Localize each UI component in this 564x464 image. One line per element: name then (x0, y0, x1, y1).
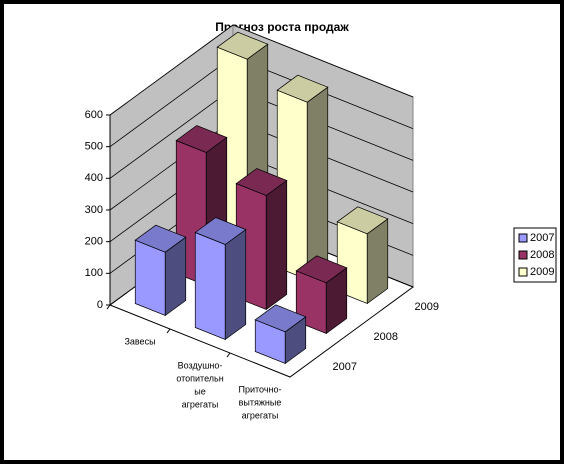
y-tick-label: 400 (85, 172, 103, 184)
y-tick-label: 600 (85, 109, 103, 121)
legend-label: 2009 (530, 266, 554, 278)
bar-top (194, 217, 247, 245)
x-tick-label: агрегаты (182, 399, 219, 409)
bar-top (134, 224, 187, 253)
bar-top (175, 125, 228, 153)
bar-top (276, 74, 329, 103)
bar-top (235, 168, 288, 196)
bar (254, 304, 307, 365)
x-tick-label: Воздушно- (178, 360, 223, 370)
bar-top (254, 304, 307, 333)
legend-swatch (518, 267, 528, 277)
x-tick-label: вытяжные (239, 397, 282, 407)
legend-swatch (518, 250, 528, 260)
bar-side (224, 228, 247, 341)
legend-swatch (518, 233, 528, 243)
legend-label: 2007 (530, 232, 554, 244)
y-tick-label: 0 (97, 299, 103, 311)
bar-top (216, 31, 269, 60)
depth-tick-label: 2007 (333, 361, 357, 373)
depth-tick-label: 2009 (415, 301, 439, 313)
bar-top (295, 255, 348, 284)
bar-top (336, 206, 389, 235)
x-tick (166, 328, 171, 334)
bar-front (194, 231, 226, 341)
x-tick-label: агрегаты (242, 410, 279, 420)
bar-side (306, 86, 329, 281)
y-tick-label: 300 (85, 204, 103, 216)
x-tick (226, 352, 231, 358)
x-tick-label: ые (194, 386, 205, 396)
x-tick-label: отопительн (176, 373, 223, 383)
y-tick-label: 100 (85, 267, 103, 279)
legend-label: 2008 (530, 249, 554, 261)
bar-front (134, 239, 166, 317)
bar (134, 224, 187, 317)
bar (194, 217, 247, 341)
x-tick-label: Приточно- (239, 384, 282, 394)
x-tick (106, 304, 111, 310)
y-tick-label: 200 (85, 236, 103, 248)
chart-title: Прогноз роста продаж (215, 20, 349, 34)
depth-tick-label: 2008 (374, 331, 398, 343)
x-tick-label: Завесы (124, 336, 155, 346)
bar-side (265, 179, 288, 311)
y-tick-label: 500 (85, 141, 103, 153)
grid-line (109, 24, 414, 116)
